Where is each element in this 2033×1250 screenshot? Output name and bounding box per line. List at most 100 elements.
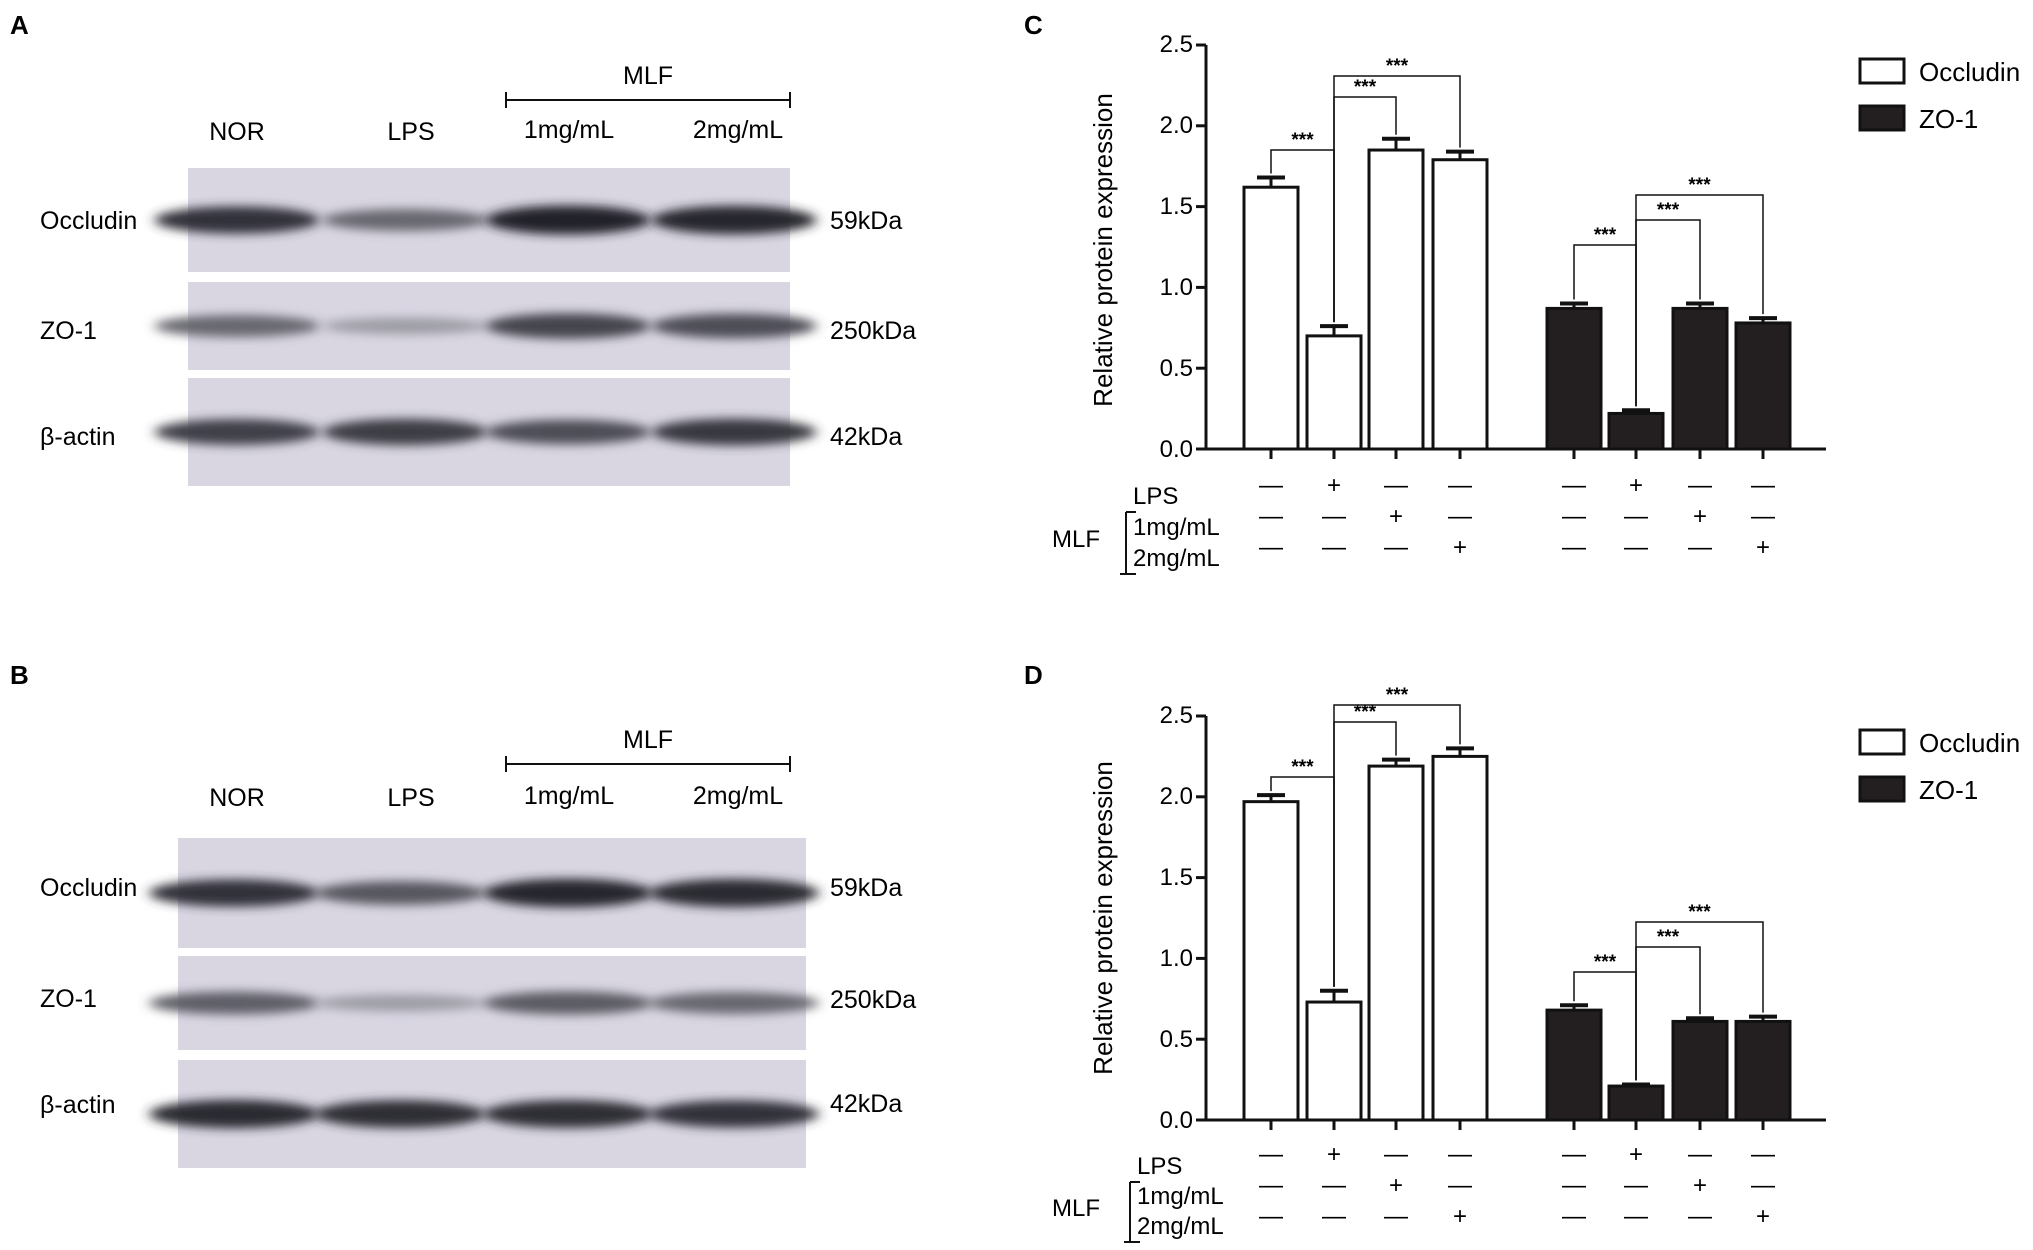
- blot-label-zo1: ZO-1: [40, 985, 97, 1013]
- condition-symbol: —: [1751, 1141, 1775, 1168]
- condition-symbol: +: [1693, 503, 1707, 530]
- significance-bracket: [1635, 921, 1764, 1081]
- condition-symbol: —: [1322, 1203, 1346, 1230]
- blot-band: [483, 878, 653, 908]
- significance-marker: ***: [1291, 130, 1314, 151]
- lane-label-2mg: 2mg/mL: [693, 116, 783, 144]
- y-tick-label: 1.0: [1160, 274, 1193, 301]
- condition-symbol: —: [1751, 1172, 1775, 1199]
- lane-label-1mg: 1mg/mL: [524, 116, 614, 144]
- bar-occludin: [1305, 1000, 1363, 1122]
- bar-chart-d: Relative protein expression 0.0 0.5 1.0 …: [1052, 685, 2020, 1243]
- bar-occludin: [1367, 148, 1425, 451]
- condition-symbol: —: [1624, 503, 1648, 530]
- condition-symbol: +: [1629, 1141, 1643, 1168]
- blot-band: [649, 992, 819, 1014]
- condition-symbol: +: [1756, 534, 1770, 561]
- western-blot-a: MLF NOR LPS 1mg/mL 2mg/mL Occludin ZO-1 …: [40, 62, 916, 486]
- blot-label-occludin: Occludin: [40, 207, 137, 235]
- condition-label-mlf: MLF: [1052, 526, 1100, 553]
- panel-label-b: B: [10, 660, 29, 690]
- significance-marker: ***: [1291, 757, 1314, 778]
- blot-band: [315, 994, 485, 1012]
- condition-symbol: —: [1259, 534, 1283, 561]
- condition-symbol: —: [1751, 472, 1775, 499]
- legend-swatch-occludin: [1858, 728, 1906, 756]
- bar-zo1: [1545, 306, 1603, 451]
- condition-label-2mg: 2mg/mL: [1137, 1213, 1224, 1240]
- bar-zo1: [1734, 321, 1792, 451]
- legend-swatch-zo1: [1858, 104, 1906, 132]
- blot-label-beta-actin: β-actin: [40, 1091, 116, 1119]
- significance-marker: ***: [1688, 902, 1711, 923]
- condition-symbol: —: [1322, 1172, 1346, 1199]
- condition-symbol: —: [1562, 472, 1586, 499]
- condition-label-mlf: MLF: [1052, 1195, 1100, 1222]
- blot-size-59kda: 59kDa: [830, 874, 902, 902]
- significance-marker: ***: [1688, 175, 1711, 196]
- lane-label-nor: NOR: [209, 118, 265, 146]
- bar-occludin: [1367, 764, 1425, 1122]
- blot-band: [651, 418, 817, 446]
- blot-band: [651, 313, 817, 339]
- condition-symbol: —: [1688, 1203, 1712, 1230]
- condition-symbol: —: [1562, 1141, 1586, 1168]
- condition-symbol: —: [1322, 503, 1346, 530]
- significance-bracket: [1333, 75, 1461, 323]
- condition-symbol: +: [1389, 503, 1403, 530]
- condition-symbol: —: [1259, 472, 1283, 499]
- condition-label-2mg: 2mg/mL: [1133, 545, 1220, 572]
- significance-marker: ***: [1594, 225, 1617, 246]
- blot-size-59kda: 59kDa: [830, 207, 902, 235]
- lane-label-nor: NOR: [209, 784, 265, 812]
- blot-band: [651, 205, 817, 235]
- y-axis-label: Relative protein expression: [1088, 93, 1118, 407]
- y-tick-label: 1.5: [1160, 193, 1193, 220]
- blot-size-250kda: 250kDa: [830, 317, 916, 345]
- blot-band: [154, 315, 320, 337]
- blot-band: [485, 313, 651, 339]
- condition-symbol: —: [1384, 1141, 1408, 1168]
- blot-size-250kda: 250kDa: [830, 986, 916, 1014]
- legend-label-zo1: ZO-1: [1919, 775, 1978, 805]
- condition-symbol: +: [1629, 472, 1643, 499]
- blot-size-42kda: 42kDa: [830, 1090, 902, 1118]
- bar-zo1: [1671, 1019, 1729, 1122]
- condition-symbol: —: [1562, 503, 1586, 530]
- legend-label-zo1: ZO-1: [1919, 104, 1978, 134]
- blot-band: [322, 317, 488, 335]
- condition-symbol: —: [1448, 1141, 1472, 1168]
- bar-zo1: [1607, 1084, 1665, 1122]
- legend-label-occludin: Occludin: [1919, 728, 2020, 758]
- y-tick-label: 0.5: [1160, 355, 1193, 382]
- condition-symbol: —: [1448, 472, 1472, 499]
- blot-band: [483, 1100, 653, 1128]
- lane-label-2mg: 2mg/mL: [693, 782, 783, 810]
- y-tick-label: 0.5: [1160, 1026, 1193, 1053]
- blot-band: [315, 1100, 485, 1128]
- condition-symbol: —: [1688, 1141, 1712, 1168]
- significance-bracket: [1333, 704, 1461, 987]
- lane-label-1mg: 1mg/mL: [524, 782, 614, 810]
- condition-symbol: +: [1756, 1203, 1770, 1230]
- bar-zo1: [1607, 411, 1665, 451]
- condition-symbol: +: [1327, 1141, 1341, 1168]
- condition-label-lps: LPS: [1133, 483, 1178, 510]
- significance-bracket: [1635, 194, 1764, 407]
- significance-marker: ***: [1594, 952, 1617, 973]
- condition-symbol: —: [1259, 1141, 1283, 1168]
- bar-zo1: [1734, 1019, 1792, 1122]
- legend-label-occludin: Occludin: [1919, 57, 2020, 87]
- condition-symbol: +: [1453, 534, 1467, 561]
- blot-band: [149, 991, 319, 1015]
- condition-symbol: —: [1562, 1172, 1586, 1199]
- blot-band: [154, 206, 320, 234]
- mlf-group-label: MLF: [623, 726, 673, 754]
- significance-marker: ***: [1354, 77, 1377, 98]
- significance-marker: ***: [1354, 702, 1377, 723]
- y-tick-label: 2.5: [1160, 31, 1193, 58]
- western-blot-b: MLF NOR LPS 1mg/mL 2mg/mL Occludin ZO-1 …: [40, 726, 916, 1168]
- condition-symbol: +: [1327, 472, 1341, 499]
- bar-zo1: [1545, 1008, 1603, 1122]
